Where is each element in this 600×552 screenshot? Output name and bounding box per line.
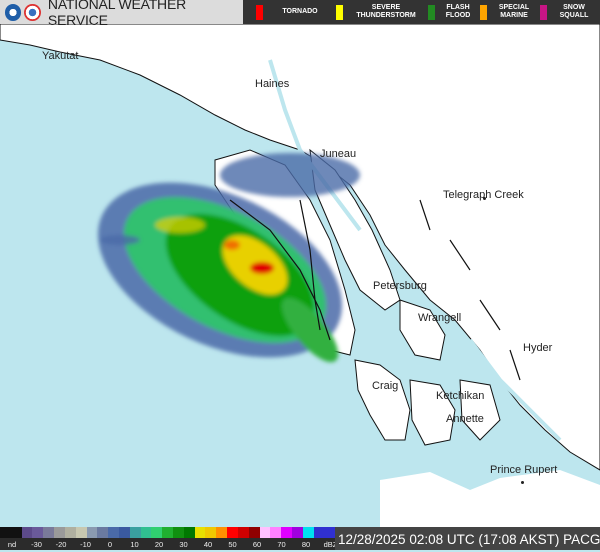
radar-echoes (97, 153, 360, 363)
warning-label: FLASH FLOOD (445, 4, 471, 19)
city-label: Prince Rupert (490, 464, 558, 476)
colorbar-segment (194, 527, 206, 538)
reflectivity-colorbar: nd -30 -20 -10 0 10 20 30 40 50 60 70 80 dBZ (0, 527, 338, 550)
colorbar-labels: nd -30 -20 -10 0 10 20 30 40 50 60 70 80 dBZ (0, 538, 338, 550)
warning-swatch (336, 4, 343, 20)
colorbar-segment (205, 527, 217, 538)
city-label: Annette (446, 413, 484, 425)
city-label: Hyder (523, 342, 553, 354)
colorbar-segment (151, 527, 163, 538)
warning-legend-item: SPECIAL MARINE (480, 4, 534, 20)
colorbar-label: 70 (277, 540, 286, 549)
colorbar-label: 60 (252, 540, 262, 549)
colorbar-label: nd (7, 540, 17, 549)
warning-label: SNOW SQUALL (559, 4, 589, 19)
colorbar-segment (86, 527, 98, 538)
colorbar-segment (108, 527, 119, 538)
colorbar-segment (270, 527, 282, 538)
colorbar-label: -10 (80, 540, 91, 549)
colorbar-segment (183, 527, 195, 538)
colorbar-label: dBZ (323, 540, 338, 549)
city-label: Ketchikan (436, 390, 485, 402)
warning-label: TORNADO (282, 8, 318, 15)
warning-legend-item: SNOW SQUALL (540, 4, 594, 20)
warning-legend-item: SEVERE THUNDERSTORM (336, 4, 422, 20)
colorbar-segment (281, 527, 292, 538)
colorbar-segment (302, 527, 314, 538)
colorbar-segment (324, 527, 336, 538)
radar-map[interactable] (0, 24, 600, 527)
header-bar: NATIONAL WEATHER SERVICE TORNADO SEVERE T… (0, 0, 600, 28)
colorbar-segment (291, 527, 303, 538)
colorbar-segment (0, 527, 11, 538)
colorbar-segment (10, 527, 22, 538)
city-label: Haines (255, 78, 290, 90)
warning-swatch (480, 4, 487, 20)
colorbar-segment (75, 527, 87, 538)
colorbar-segment (118, 527, 130, 538)
city-label: Juneau (320, 148, 357, 160)
colorbar-segment (140, 527, 152, 538)
colorbar-segment (21, 527, 33, 538)
brand: NATIONAL WEATHER SERVICE (0, 0, 243, 28)
city-label: Yakutat (42, 50, 79, 62)
colorbar-segment (64, 527, 76, 538)
colorbar-segment (227, 527, 238, 538)
warning-swatch (540, 4, 547, 20)
city-label: Wrangell (418, 312, 462, 324)
city-marker-icon (483, 197, 486, 200)
colorbar-segment (97, 527, 109, 538)
colorbar-segment (313, 527, 325, 538)
colorbar-segment (259, 527, 271, 538)
colorbar-label: 50 (228, 540, 237, 549)
colorbar-strip (0, 527, 336, 538)
warning-legend-item: TORNADO (256, 4, 330, 20)
noaa-logo-icon (5, 3, 22, 21)
colorbar-label: -20 (55, 540, 67, 549)
colorbar-label: 80 (301, 540, 311, 549)
water-channels (268, 59, 562, 442)
city-marker-icon (521, 481, 524, 484)
colorbar-segment (43, 527, 55, 538)
nws-logo-icon (24, 3, 41, 21)
colorbar-segment (237, 527, 249, 538)
colorbar-segment (129, 527, 141, 538)
colorbar-label: 30 (179, 540, 188, 549)
colorbar-label: -30 (31, 540, 42, 549)
city-label: Craig (372, 380, 399, 392)
warning-swatch (428, 4, 435, 20)
colorbar-segment (173, 527, 184, 538)
colorbar-segment (248, 527, 260, 538)
page-title: NATIONAL WEATHER SERVICE (47, 0, 187, 28)
colorbar-label: 0 (107, 540, 113, 549)
warning-label: SEVERE THUNDERSTORM (356, 4, 416, 19)
colorbar-segment (32, 527, 44, 538)
timestamp: 12/28/2025 02:08 UTC (17:08 AKST) PACG (335, 527, 600, 550)
colorbar-label: 40 (203, 540, 213, 549)
coastline-detail (229, 199, 521, 381)
city-label: Telegraph Creek (443, 189, 524, 201)
warning-legend-item: FLASH FLOOD (428, 4, 474, 20)
colorbar-segment (216, 527, 228, 538)
colorbar-segment (162, 527, 173, 538)
warning-label: SPECIAL MARINE (498, 4, 530, 19)
colorbar-segment (54, 527, 65, 538)
colorbar-label: 10 (130, 540, 139, 549)
warning-swatch (256, 4, 263, 20)
colorbar-label: 20 (154, 540, 164, 549)
city-label: Petersburg (373, 280, 427, 292)
warning-legend: TORNADO SEVERE THUNDERSTORM FLASH FLOOD SPE… (243, 0, 600, 24)
